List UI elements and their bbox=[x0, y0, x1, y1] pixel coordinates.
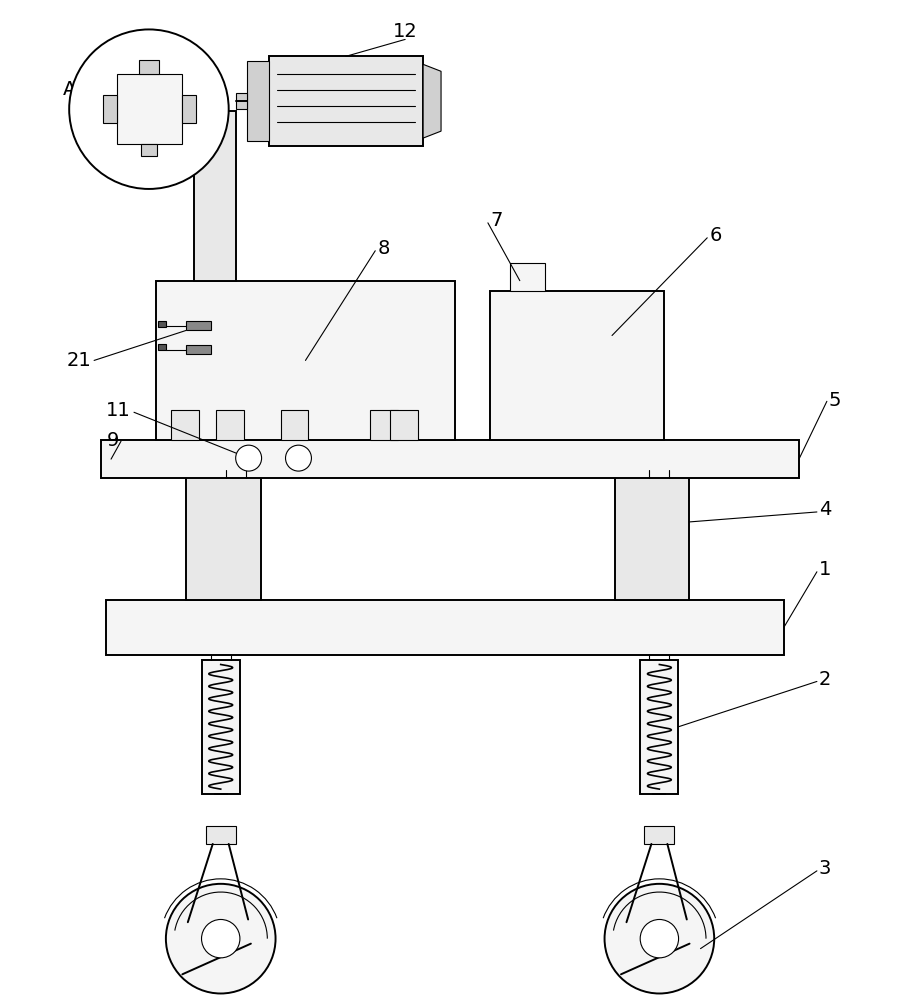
Text: 2: 2 bbox=[819, 670, 831, 689]
Bar bbox=[158, 321, 165, 327]
Bar bbox=[186, 470, 260, 600]
Text: 4: 4 bbox=[819, 500, 831, 519]
Bar bbox=[194, 111, 236, 281]
Circle shape bbox=[69, 29, 228, 189]
Bar bbox=[644, 826, 675, 844]
Text: 6: 6 bbox=[709, 226, 722, 245]
Bar bbox=[614, 470, 689, 600]
Text: 7: 7 bbox=[490, 211, 503, 230]
Bar bbox=[158, 344, 165, 350]
Text: 21: 21 bbox=[67, 351, 91, 370]
Bar bbox=[101, 440, 799, 478]
Circle shape bbox=[201, 919, 239, 958]
Bar bbox=[156, 281, 455, 440]
Bar bbox=[171, 410, 198, 440]
Bar bbox=[186, 345, 211, 354]
Bar bbox=[182, 95, 196, 123]
Bar bbox=[281, 410, 308, 440]
Bar bbox=[103, 95, 117, 123]
Text: A: A bbox=[62, 80, 76, 99]
Bar bbox=[641, 660, 678, 794]
Circle shape bbox=[285, 445, 312, 471]
Text: 5: 5 bbox=[829, 391, 842, 410]
Bar bbox=[194, 99, 224, 119]
Bar bbox=[510, 263, 545, 291]
Bar bbox=[106, 600, 784, 655]
Bar bbox=[236, 93, 247, 109]
Circle shape bbox=[640, 919, 678, 958]
Circle shape bbox=[604, 884, 714, 993]
Bar bbox=[117, 74, 182, 144]
Text: 12: 12 bbox=[393, 22, 418, 41]
Bar bbox=[186, 321, 211, 330]
Bar bbox=[216, 410, 244, 440]
Bar bbox=[269, 56, 423, 146]
Circle shape bbox=[165, 884, 275, 993]
Bar bbox=[247, 61, 269, 141]
Circle shape bbox=[236, 445, 261, 471]
Bar bbox=[390, 410, 418, 440]
Text: 9: 9 bbox=[107, 431, 119, 450]
Text: 3: 3 bbox=[819, 859, 831, 878]
Bar bbox=[141, 144, 157, 156]
Bar bbox=[206, 826, 236, 844]
Bar bbox=[490, 291, 664, 440]
Bar bbox=[370, 410, 399, 440]
Bar bbox=[202, 660, 239, 794]
Text: 11: 11 bbox=[106, 401, 131, 420]
Text: 8: 8 bbox=[377, 239, 389, 258]
Bar bbox=[139, 60, 159, 74]
Text: 1: 1 bbox=[819, 560, 831, 579]
Polygon shape bbox=[423, 64, 441, 138]
